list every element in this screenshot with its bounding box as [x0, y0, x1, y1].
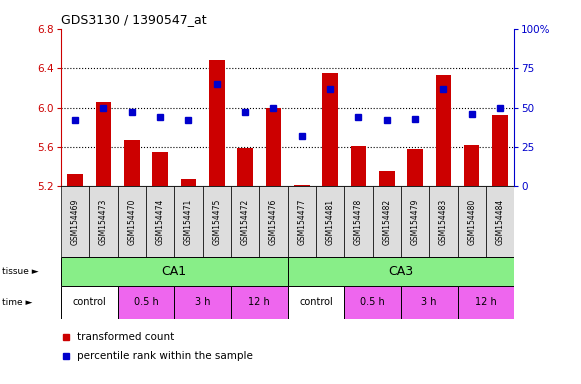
Bar [152, 152, 168, 186]
Text: GSM154473: GSM154473 [99, 199, 108, 245]
Bar [464, 145, 479, 186]
Bar [345, 186, 372, 257]
Bar [458, 286, 514, 319]
Bar [288, 186, 316, 257]
Bar [231, 186, 259, 257]
Bar [61, 286, 117, 319]
Text: GDS3130 / 1390547_at: GDS3130 / 1390547_at [61, 13, 207, 26]
Text: GSM154480: GSM154480 [467, 199, 476, 245]
Text: GSM154478: GSM154478 [354, 199, 363, 245]
Bar [146, 186, 174, 257]
Text: GSM154470: GSM154470 [127, 199, 137, 245]
Text: 0.5 h: 0.5 h [134, 297, 159, 308]
Text: time ►: time ► [2, 298, 32, 307]
Bar [458, 186, 486, 257]
Bar [436, 75, 451, 186]
Bar [486, 186, 514, 257]
Bar [209, 60, 225, 186]
Bar [401, 186, 429, 257]
Bar [67, 174, 83, 186]
Text: 12 h: 12 h [475, 297, 497, 308]
Text: 3 h: 3 h [195, 297, 210, 308]
Text: GSM154472: GSM154472 [241, 199, 250, 245]
Bar [89, 186, 117, 257]
Text: 0.5 h: 0.5 h [360, 297, 385, 308]
Bar [259, 186, 288, 257]
Bar [294, 185, 310, 186]
Text: GSM154483: GSM154483 [439, 199, 448, 245]
Text: GSM154482: GSM154482 [382, 199, 391, 245]
Bar [288, 257, 514, 286]
Bar [316, 186, 345, 257]
Bar [117, 186, 146, 257]
Text: control: control [299, 297, 333, 308]
Bar [372, 186, 401, 257]
Bar [322, 73, 338, 186]
Bar [401, 286, 458, 319]
Text: GSM154479: GSM154479 [411, 199, 419, 245]
Text: CA1: CA1 [162, 265, 187, 278]
Bar [96, 102, 112, 186]
Text: 12 h: 12 h [249, 297, 270, 308]
Bar [117, 286, 174, 319]
Text: CA3: CA3 [388, 265, 414, 278]
Bar [379, 172, 394, 186]
Bar [429, 186, 458, 257]
Text: GSM154484: GSM154484 [496, 199, 504, 245]
Text: GSM154474: GSM154474 [156, 199, 164, 245]
Text: GSM154476: GSM154476 [269, 199, 278, 245]
Text: 3 h: 3 h [421, 297, 437, 308]
Bar [231, 286, 288, 319]
Bar [61, 257, 288, 286]
Bar [61, 186, 89, 257]
Text: percentile rank within the sample: percentile rank within the sample [77, 351, 253, 361]
Bar [492, 116, 508, 186]
Bar [203, 186, 231, 257]
Text: GSM154477: GSM154477 [297, 199, 306, 245]
Text: transformed count: transformed count [77, 332, 174, 342]
Bar [345, 286, 401, 319]
Bar [237, 148, 253, 186]
Text: GSM154471: GSM154471 [184, 199, 193, 245]
Bar [266, 108, 281, 186]
Text: GSM154469: GSM154469 [71, 199, 80, 245]
Text: GSM154475: GSM154475 [212, 199, 221, 245]
Bar [288, 286, 345, 319]
Bar [124, 140, 139, 186]
Bar [350, 146, 366, 186]
Bar [174, 186, 203, 257]
Bar [174, 286, 231, 319]
Text: tissue ►: tissue ► [2, 267, 38, 276]
Text: GSM154481: GSM154481 [325, 199, 335, 245]
Text: control: control [73, 297, 106, 308]
Bar [181, 179, 196, 186]
Bar [407, 149, 423, 186]
